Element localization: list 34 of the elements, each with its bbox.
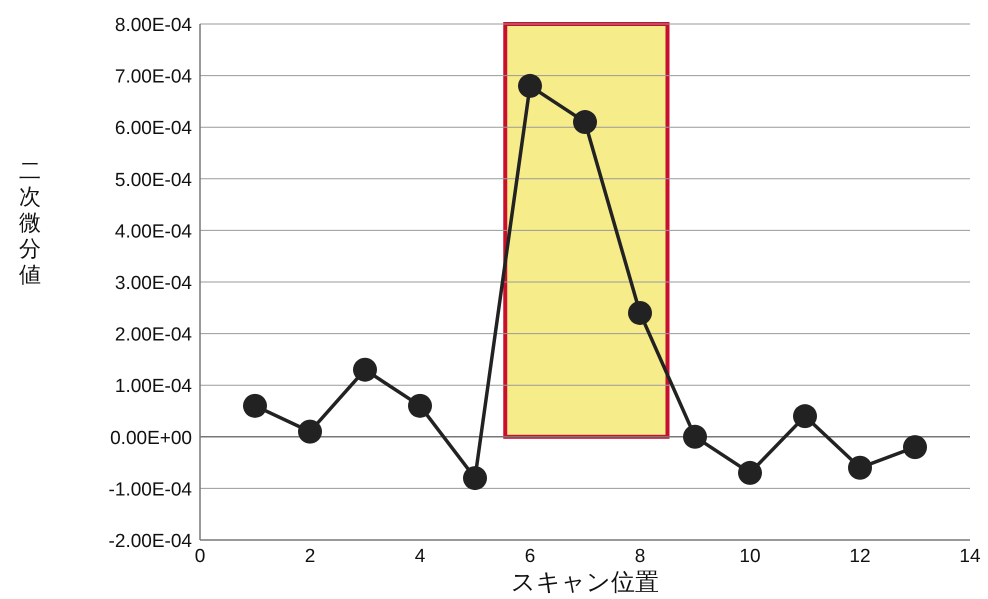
point [848,456,872,480]
y-tick-label: -2.00E-04 [108,531,192,552]
point [793,404,817,428]
x-tick-label: 0 [194,546,206,567]
x-tick-label: 14 [959,546,981,567]
y-tick-label: 2.00E-04 [114,324,192,346]
y-tick-label: 4.00E-04 [114,221,192,242]
point [628,300,652,325]
point [903,435,927,460]
x-tick-label: 8 [634,546,646,567]
point [243,394,267,418]
y-tick-label: 8.00E-04 [114,15,192,36]
y-tick-label: 0.00E+00 [110,428,192,449]
x-tick-label: 10 [739,546,761,567]
point [573,110,597,134]
y-tick-label: 7.00E-04 [114,66,192,88]
x-axis-title: スキャン位置 [511,569,659,596]
x-tick-label: 12 [849,546,871,567]
point [738,460,762,485]
point [683,424,707,449]
point [298,420,322,444]
y-axis-title: 二次微分値 [19,158,41,287]
y-tick-label: 5.00E-04 [114,170,192,191]
point [518,74,542,98]
point [408,394,432,418]
x-tick-label: 6 [524,546,536,567]
point [463,466,487,490]
x-tick-label: 4 [414,546,426,567]
y-tick-label: 3.00E-04 [114,273,192,294]
y-tick-label: 6.00E-04 [114,118,192,140]
y-tick-label: 1.00E-04 [114,376,192,398]
x-tick-label: 2 [304,546,316,567]
y-tick-label: -1.00E-04 [108,479,192,500]
point [353,358,377,382]
